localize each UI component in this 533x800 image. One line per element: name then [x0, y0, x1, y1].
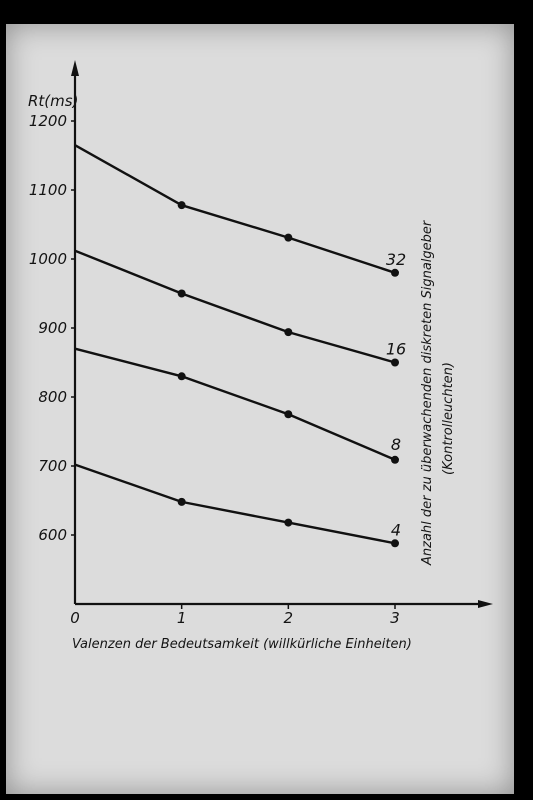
series-line-8	[74, 347, 396, 461]
x-axis-label: Valenzen der Bedeutsamkeit (willkürliche…	[72, 637, 412, 652]
x-tick-label: 2	[284, 609, 294, 627]
y-tick-label: 600	[38, 526, 67, 544]
y-tick-label: 1000	[29, 250, 67, 268]
x-tick-label: 1	[177, 609, 187, 627]
x-axis-arrow	[478, 600, 493, 608]
data-point-4-3	[391, 539, 399, 548]
data-point-8-3	[391, 455, 399, 464]
series-label-4: 4	[391, 520, 401, 539]
y-tick-label: 1100	[29, 181, 67, 199]
series-label-32: 32	[386, 250, 406, 269]
data-point-16-1	[177, 289, 186, 298]
series-line-4	[74, 463, 396, 545]
series-line-16	[74, 249, 396, 364]
x-tick-label: 3	[390, 609, 400, 627]
data-point-16-3	[391, 358, 399, 367]
y-tick-label: 700	[38, 457, 67, 475]
series-label-8: 8	[391, 435, 401, 454]
data-point-8-2	[284, 410, 293, 419]
y-tick-label: 900	[38, 319, 67, 337]
series-label-16: 16	[386, 340, 406, 359]
series-layer: 32 16 8 4	[74, 144, 406, 548]
axes: 600 700 800 900 1000 1100 1200 0 1 2 3	[29, 60, 493, 627]
data-point-16-2	[284, 328, 293, 337]
data-point-4-2	[284, 518, 293, 527]
y-tick-label: 1200	[29, 112, 67, 130]
y-axis-arrow	[71, 60, 79, 76]
x-tick-label: 0	[70, 609, 80, 627]
data-point-4-1	[177, 497, 186, 506]
legend-title: Anzahl der zu überwachenden diskreten Si…	[420, 219, 435, 566]
series-line-32	[74, 144, 396, 274]
data-point-32-1	[177, 201, 186, 210]
y-axis-label: Rt(ms)	[28, 92, 78, 110]
legend-subtitle: (Kontrolleuchten)	[441, 362, 456, 475]
data-point-8-1	[177, 372, 186, 381]
y-tick-label: 800	[38, 388, 67, 406]
data-point-32-2	[284, 233, 293, 242]
data-point-32-3	[391, 268, 399, 277]
chart-paper	[6, 24, 514, 794]
